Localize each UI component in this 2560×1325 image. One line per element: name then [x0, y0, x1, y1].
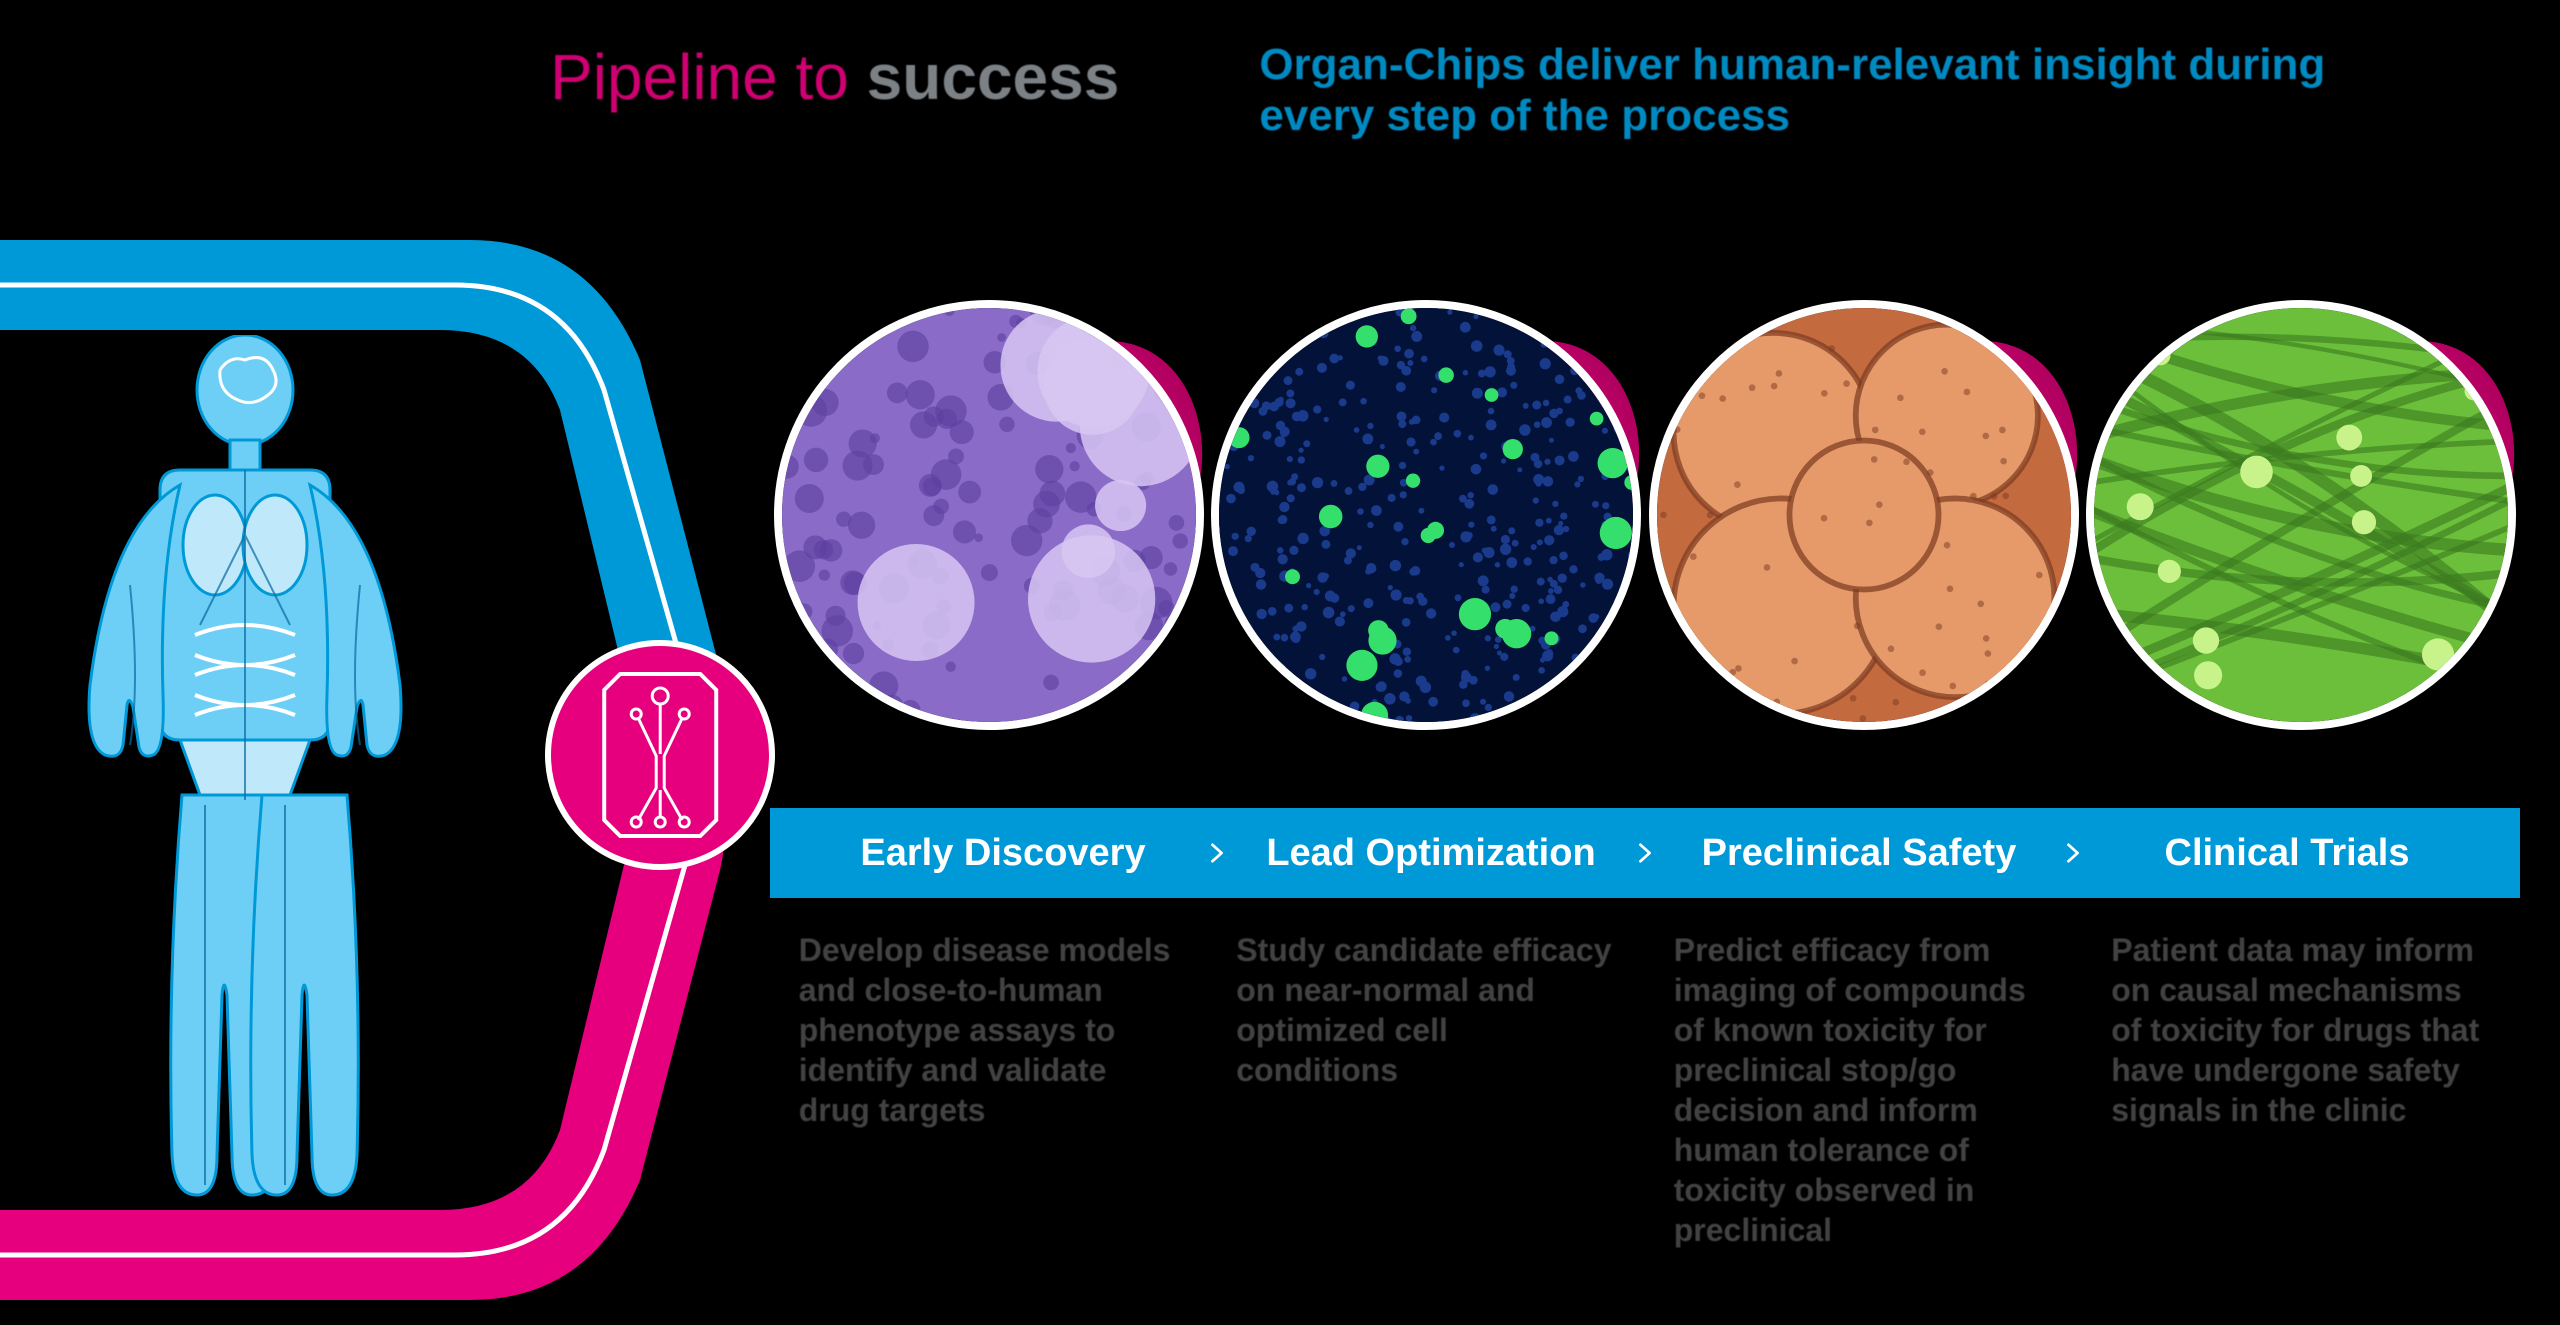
organ-chip-node — [545, 640, 775, 870]
stage-label-early-discovery: Early Discovery — [800, 832, 1206, 875]
stage-circle-preclinical-safety — [1649, 300, 2079, 730]
human-anatomy-icon — [30, 335, 460, 1215]
chevron-right-icon — [2062, 842, 2084, 864]
stage-label-preclinical-safety: Preclinical Safety — [1656, 832, 2062, 875]
stage-label-clinical-trials: Clinical Trials — [2084, 832, 2490, 875]
stage-label-lead-optimization: Lead Optimization — [1228, 832, 1634, 875]
description-row: Develop disease models and close-to-huma… — [770, 930, 2520, 1250]
title-emphasis: success — [867, 41, 1120, 113]
title-prefix: Pipeline to — [550, 41, 867, 113]
stage-circle-clinical-trials — [2086, 300, 2516, 730]
microscopy-image-icon — [1211, 300, 1641, 730]
stage-description: Patient data may inform on causal mechan… — [2111, 930, 2491, 1250]
chevron-right-icon — [1206, 842, 1228, 864]
stage-description: Predict efficacy from imaging of compoun… — [1674, 930, 2054, 1250]
organ-chip-icon — [597, 670, 723, 840]
page-title: Pipeline to success — [550, 40, 1119, 114]
stage-circle-row — [770, 250, 2520, 780]
microscopy-image-icon — [2086, 300, 2516, 730]
stage-circle-lead-optimization — [1211, 300, 1641, 730]
stage-bar: Early Discovery Lead Optimization Precli… — [770, 808, 2520, 898]
stage-description: Study candidate efficacy on near-normal … — [1236, 930, 1616, 1250]
stage-description: Develop disease models and close-to-huma… — [799, 930, 1179, 1250]
stage-circle-early-discovery — [774, 300, 1204, 730]
header: Pipeline to success Organ-Chips deliver … — [550, 40, 2500, 141]
page-subtitle: Organ-Chips deliver human-relevant insig… — [1259, 40, 2359, 141]
microscopy-image-icon — [774, 300, 1204, 730]
microscopy-image-icon — [1649, 300, 2079, 730]
chevron-right-icon — [1634, 842, 1656, 864]
